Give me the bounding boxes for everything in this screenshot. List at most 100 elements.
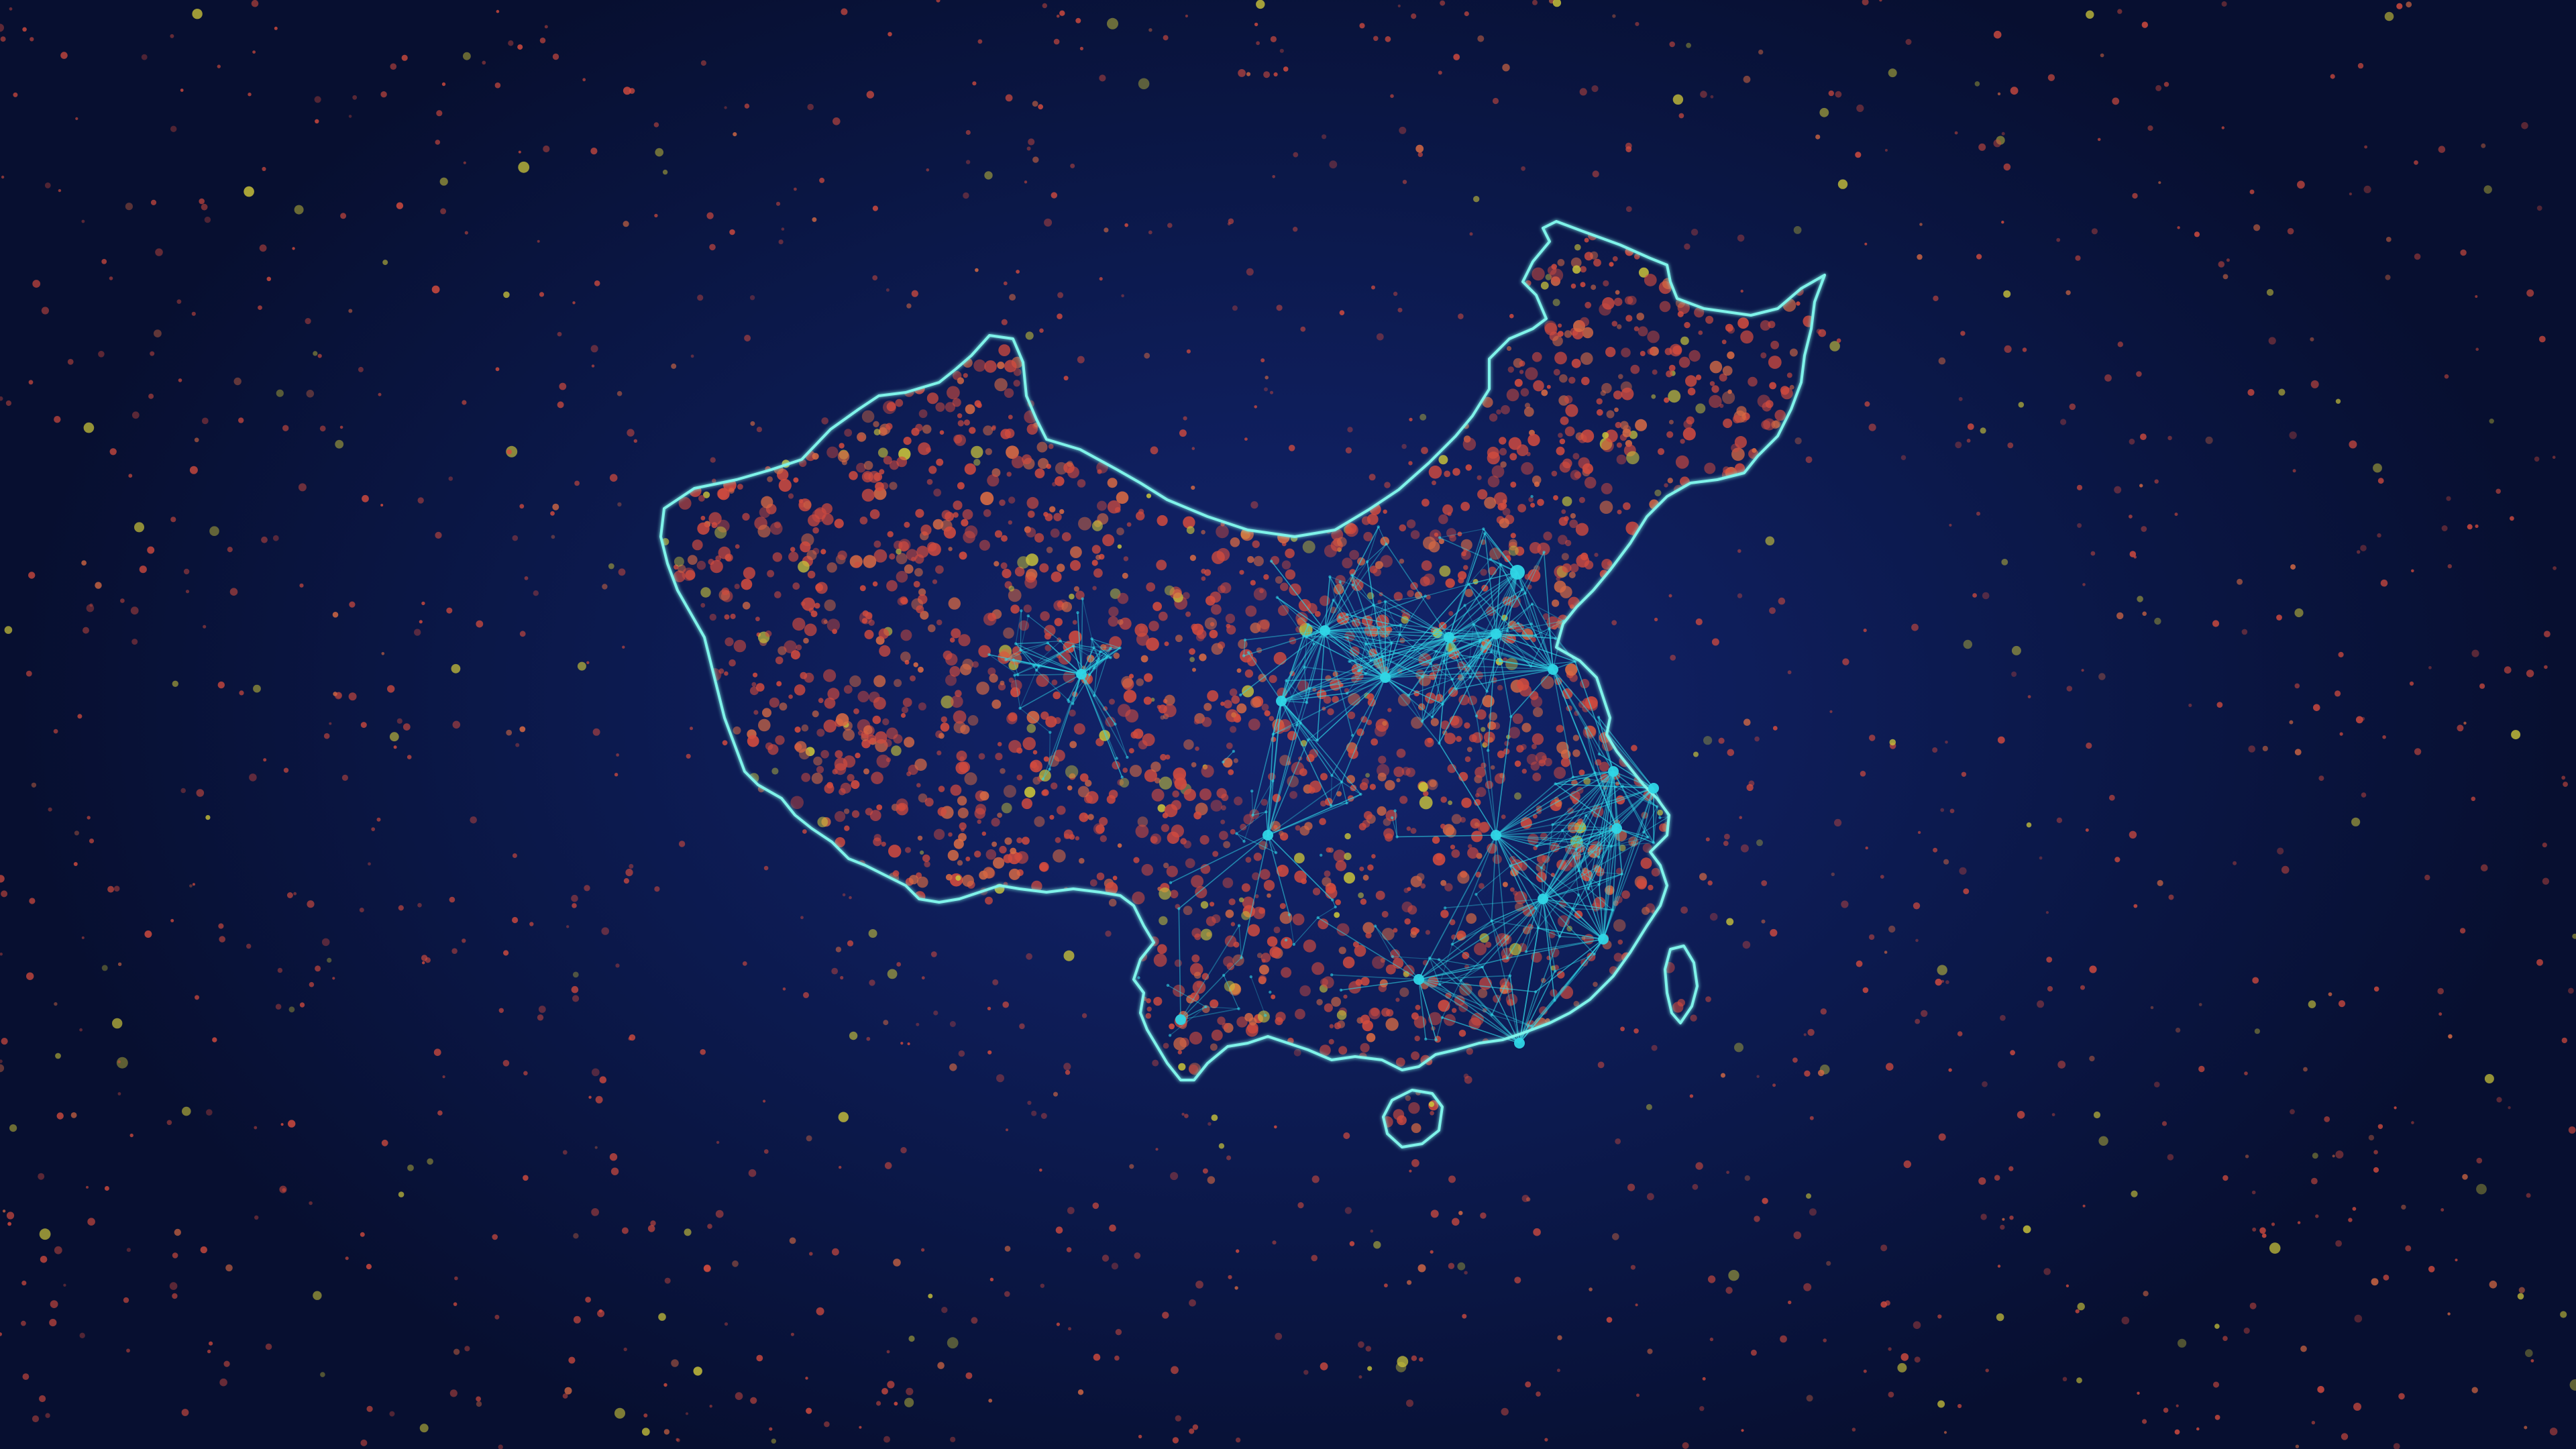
- background-particle: [389, 732, 399, 742]
- background-particle: [1823, 1338, 1827, 1342]
- background-particle: [1040, 1283, 1045, 1288]
- network-link: [1373, 601, 1386, 606]
- background-particle: [1192, 1424, 1199, 1430]
- map-particle: [1091, 520, 1103, 531]
- background-particle: [2380, 579, 2388, 587]
- background-particle: [1293, 1049, 1301, 1057]
- map-particle: [700, 602, 706, 608]
- network-link: [1015, 643, 1039, 667]
- background-particle: [1409, 417, 1413, 422]
- map-particle: [1572, 453, 1580, 460]
- background-particle: [519, 631, 526, 637]
- background-particle: [2504, 666, 2512, 674]
- map-particle: [1281, 936, 1293, 949]
- background-particle: [13, 92, 18, 97]
- map-particle: [1578, 434, 1587, 443]
- network-link: [1093, 657, 1108, 696]
- background-particle: [2349, 440, 2357, 449]
- map-particle: [1063, 671, 1075, 684]
- network-link: [1324, 630, 1386, 678]
- map-particle: [1709, 394, 1722, 409]
- map-particle: [1280, 582, 1289, 592]
- network-node: [1434, 649, 1438, 653]
- network-node: [1534, 633, 1538, 637]
- map-particle: [920, 850, 924, 855]
- background-particle: [81, 219, 85, 223]
- background-particle: [572, 971, 579, 978]
- network-link: [1495, 835, 1542, 869]
- background-particle: [2542, 843, 2547, 848]
- map-particle: [1782, 299, 1796, 312]
- map-particle: [1768, 321, 1776, 329]
- background-particle: [900, 1146, 907, 1154]
- network-node: [1235, 832, 1238, 835]
- map-particle: [1557, 259, 1565, 266]
- country-outline: [659, 220, 1826, 1148]
- background-particle: [1473, 196, 1480, 203]
- map-particle: [1546, 384, 1551, 389]
- background-particle: [1672, 94, 1684, 105]
- map-particle: [762, 708, 771, 718]
- map-particle: [857, 432, 867, 442]
- background-particle: [1834, 818, 1842, 826]
- map-particle: [1225, 909, 1234, 918]
- background-particle: [1868, 735, 1876, 741]
- map-particle: [1107, 478, 1118, 488]
- background-particle: [1805, 456, 1813, 464]
- background-particle: [1195, 1281, 1203, 1289]
- network-link: [1439, 528, 1484, 539]
- background-particle: [2475, 524, 2479, 529]
- map-particle: [965, 404, 975, 415]
- background-particle: [1099, 277, 1103, 281]
- map-particle: [1294, 870, 1307, 883]
- network-link: [1429, 957, 1440, 985]
- background-particle: [1631, 745, 1638, 751]
- map-particle: [1385, 1018, 1399, 1031]
- map-particle: [1602, 297, 1615, 310]
- background-particle: [382, 260, 388, 266]
- map-particle: [1695, 403, 1706, 414]
- network-link: [1495, 772, 1596, 836]
- background-particle: [352, 95, 358, 100]
- map-particle: [1535, 752, 1547, 763]
- background-particle: [557, 401, 564, 409]
- network-link: [1509, 975, 1520, 1044]
- map-particle: [1087, 814, 1094, 820]
- background-particle: [1053, 1091, 1058, 1097]
- background-particle: [2297, 1221, 2301, 1224]
- network-node: [1269, 990, 1272, 994]
- map-particle: [1721, 339, 1727, 345]
- network-node: [1026, 614, 1030, 618]
- map-particle: [1385, 780, 1395, 791]
- map-particle: [790, 650, 800, 660]
- background-particle: [249, 773, 257, 782]
- map-particle: [1380, 957, 1386, 963]
- background-particle: [441, 82, 446, 87]
- map-particle: [1452, 1008, 1457, 1013]
- network-link: [1495, 824, 1553, 836]
- map-particle: [1073, 586, 1079, 592]
- map-particle: [839, 788, 846, 796]
- map-particle: [1061, 601, 1072, 612]
- network-node: [1597, 716, 1601, 719]
- map-particle: [1223, 841, 1230, 849]
- network-link: [1080, 656, 1108, 674]
- network-node: [1524, 950, 1528, 953]
- map-particle: [1036, 441, 1048, 453]
- map-particle: [916, 783, 921, 788]
- network-node: [1346, 636, 1349, 639]
- background-particle: [1630, 1265, 1635, 1270]
- map-particle: [1055, 837, 1061, 843]
- map-particle: [886, 580, 898, 592]
- background-particle: [1466, 1048, 1473, 1055]
- map-particle: [758, 718, 771, 732]
- background-particle: [1370, 1229, 1374, 1233]
- background-particle: [1651, 1044, 1658, 1051]
- map-particle: [1210, 800, 1223, 812]
- background-particle: [2332, 1155, 2335, 1158]
- background-particle: [1121, 294, 1124, 298]
- background-particle: [2045, 911, 2049, 914]
- map-particle: [1427, 737, 1433, 743]
- background-particle: [1829, 710, 1833, 713]
- background-particle: [893, 1258, 901, 1267]
